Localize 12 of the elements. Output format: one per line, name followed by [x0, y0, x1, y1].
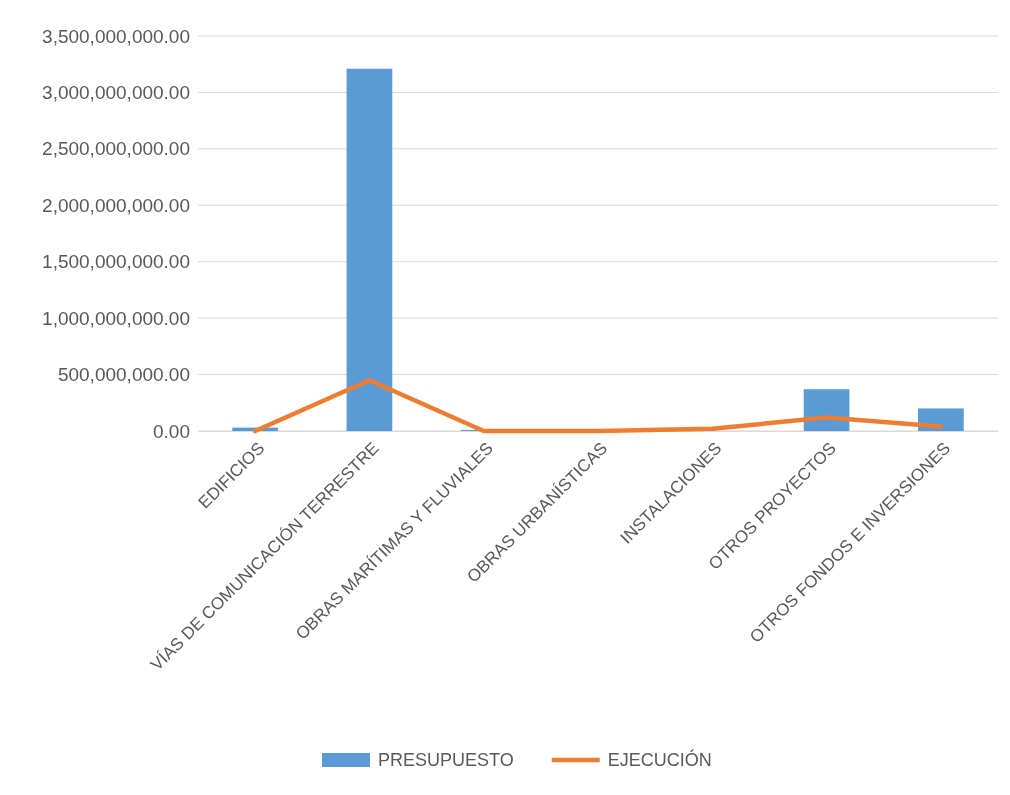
line-series: [252, 377, 944, 434]
y-tick-label: 1,500,000,000.00: [42, 251, 190, 273]
y-tick-label: 2,500,000,000.00: [42, 138, 190, 160]
bar: [346, 68, 393, 431]
y-tick-label: 1,000,000,000.00: [42, 307, 190, 329]
y-tick-label: 2,000,000,000.00: [42, 194, 190, 216]
y-tick-label: 0.00: [153, 420, 190, 442]
y-tick-label: 500,000,000.00: [57, 364, 190, 386]
y-tick-label: 3,000,000,000.00: [42, 82, 190, 104]
y-tick-label: 3,500,000,000.00: [42, 25, 190, 47]
legend-label: EJECUCIÓN: [607, 749, 712, 771]
legend-label: PRESUPUESTO: [378, 750, 514, 771]
